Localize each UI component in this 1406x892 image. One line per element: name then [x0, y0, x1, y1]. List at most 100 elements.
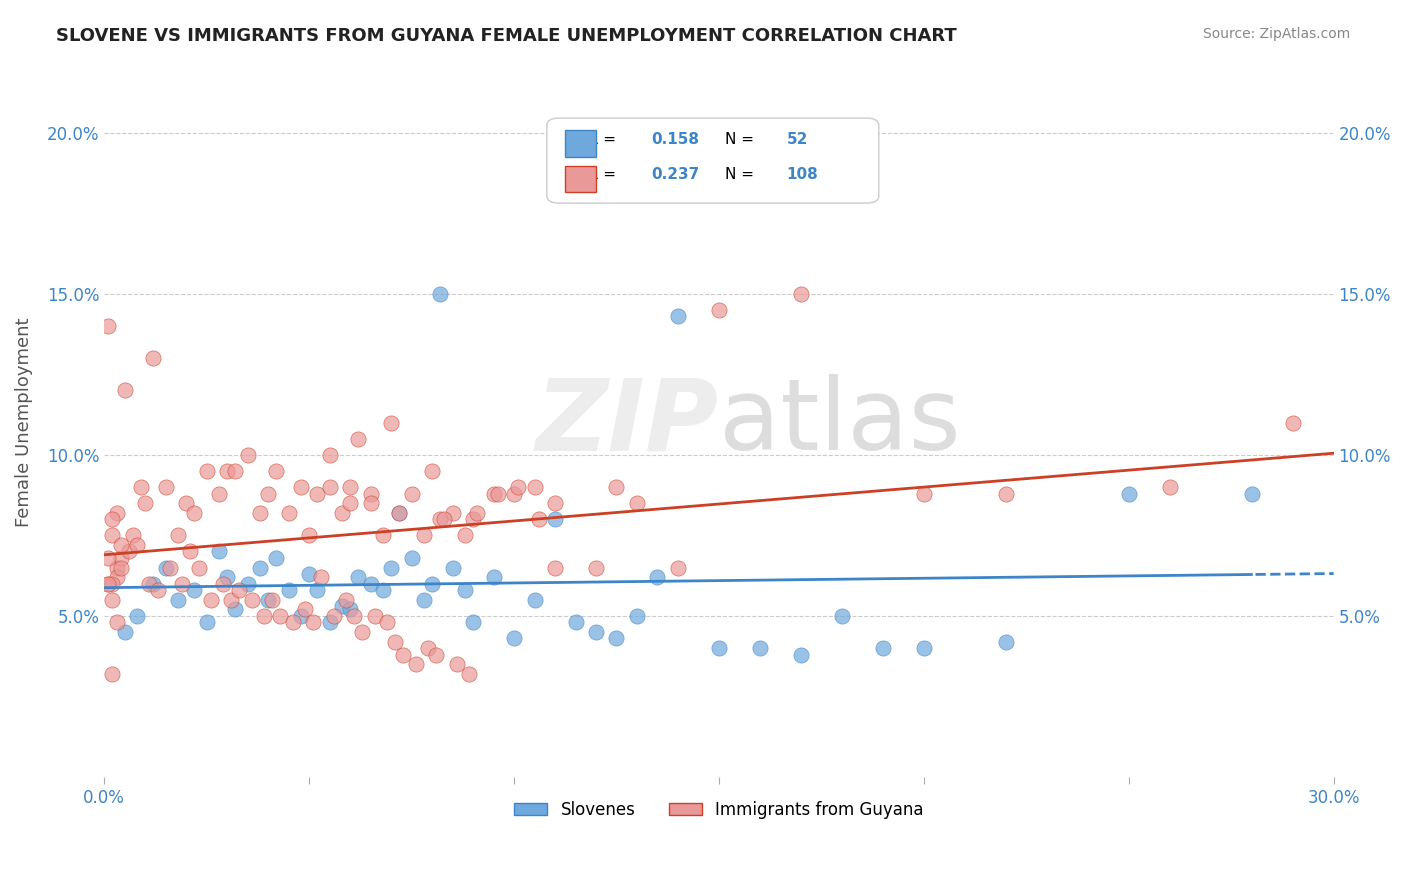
- Point: [482, 570, 505, 584]
- Point: [523, 592, 546, 607]
- Point: [307, 486, 329, 500]
- Point: [790, 648, 813, 662]
- Point: [142, 351, 165, 366]
- Point: [219, 592, 242, 607]
- Point: [454, 583, 477, 598]
- Point: [236, 576, 259, 591]
- Point: [155, 480, 177, 494]
- Point: [110, 560, 132, 574]
- Point: [1159, 480, 1181, 494]
- Point: [503, 486, 526, 500]
- Point: [307, 583, 329, 598]
- Point: [266, 464, 288, 478]
- Point: [360, 496, 382, 510]
- Point: [224, 464, 246, 478]
- Point: [217, 464, 239, 478]
- Point: [146, 583, 169, 598]
- Point: [97, 550, 120, 565]
- Point: [236, 448, 259, 462]
- Point: [352, 624, 374, 639]
- Point: [257, 592, 280, 607]
- Point: [647, 570, 669, 584]
- Point: [380, 560, 402, 574]
- Text: 0.158: 0.158: [651, 132, 699, 147]
- Text: 108: 108: [786, 168, 818, 182]
- Point: [101, 512, 124, 526]
- Point: [172, 576, 194, 591]
- Text: R =: R =: [578, 168, 620, 182]
- Point: [195, 464, 218, 478]
- Point: [114, 624, 136, 639]
- Text: N =: N =: [725, 168, 759, 182]
- Point: [544, 496, 567, 510]
- Point: [626, 496, 648, 510]
- Point: [790, 286, 813, 301]
- Point: [412, 592, 434, 607]
- Point: [461, 615, 484, 630]
- Point: [249, 560, 271, 574]
- Y-axis label: Female Unemployment: Female Unemployment: [15, 318, 32, 527]
- Point: [200, 592, 222, 607]
- Point: [179, 544, 201, 558]
- Point: [458, 666, 481, 681]
- Text: SLOVENE VS IMMIGRANTS FROM GUYANA FEMALE UNEMPLOYMENT CORRELATION CHART: SLOVENE VS IMMIGRANTS FROM GUYANA FEMALE…: [56, 27, 957, 45]
- Point: [392, 648, 415, 662]
- Point: [330, 599, 353, 614]
- Point: [347, 570, 370, 584]
- Point: [114, 384, 136, 398]
- Point: [224, 602, 246, 616]
- Point: [527, 512, 550, 526]
- Point: [523, 480, 546, 494]
- Point: [433, 512, 456, 526]
- Point: [187, 560, 209, 574]
- FancyBboxPatch shape: [565, 130, 596, 157]
- Point: [155, 560, 177, 574]
- Legend: Slovenes, Immigrants from Guyana: Slovenes, Immigrants from Guyana: [508, 794, 931, 825]
- Point: [405, 657, 427, 672]
- Point: [420, 464, 443, 478]
- Point: [101, 592, 124, 607]
- Point: [118, 544, 141, 558]
- Text: R =: R =: [578, 132, 620, 147]
- Point: [544, 512, 567, 526]
- FancyBboxPatch shape: [547, 118, 879, 203]
- Point: [707, 641, 730, 656]
- Point: [339, 602, 361, 616]
- Point: [335, 592, 357, 607]
- Point: [371, 528, 394, 542]
- Point: [208, 486, 231, 500]
- Text: N =: N =: [725, 132, 759, 147]
- Point: [585, 624, 607, 639]
- Point: [208, 544, 231, 558]
- Point: [228, 583, 250, 598]
- Point: [298, 528, 321, 542]
- Point: [101, 528, 124, 542]
- Point: [167, 592, 190, 607]
- Point: [384, 634, 406, 648]
- Text: atlas: atlas: [718, 374, 960, 471]
- Point: [101, 576, 124, 591]
- FancyBboxPatch shape: [565, 166, 596, 193]
- Point: [912, 641, 935, 656]
- Point: [544, 560, 567, 574]
- Text: ZIP: ZIP: [536, 374, 718, 471]
- Point: [503, 632, 526, 646]
- Point: [105, 570, 128, 584]
- Point: [401, 550, 423, 565]
- Point: [302, 615, 325, 630]
- Point: [585, 560, 607, 574]
- Point: [425, 648, 447, 662]
- Point: [347, 432, 370, 446]
- Point: [142, 576, 165, 591]
- Point: [290, 608, 312, 623]
- Point: [388, 506, 411, 520]
- Point: [360, 486, 382, 500]
- Point: [97, 319, 120, 334]
- Point: [343, 608, 366, 623]
- Point: [461, 512, 484, 526]
- Point: [212, 576, 235, 591]
- Point: [311, 570, 333, 584]
- Point: [110, 538, 132, 552]
- Point: [626, 608, 648, 623]
- Text: 0.237: 0.237: [651, 168, 700, 182]
